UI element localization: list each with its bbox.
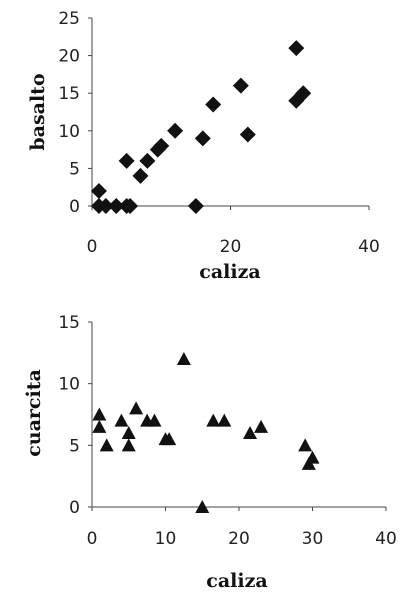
y-tick-label: 15 bbox=[58, 84, 80, 104]
diamond-data-point bbox=[232, 77, 249, 94]
triangle-data-point bbox=[162, 432, 177, 446]
x-tick-label: 20 bbox=[228, 529, 250, 549]
triangle-data-point bbox=[217, 413, 232, 427]
y-tick-label: 20 bbox=[58, 47, 80, 67]
diamond-data-point bbox=[97, 198, 114, 214]
x-tick-label: 40 bbox=[358, 237, 380, 257]
diamond-data-point bbox=[122, 198, 139, 214]
triangle-data-point bbox=[243, 426, 258, 439]
diamond-data-point bbox=[90, 182, 107, 199]
y-tick-label: 25 bbox=[58, 9, 80, 29]
diamond-data-point bbox=[194, 130, 211, 147]
y-tick-label: 5 bbox=[69, 436, 80, 456]
triangle-data-point bbox=[254, 419, 269, 433]
diamond-data-point bbox=[132, 167, 149, 184]
triangle-data-point bbox=[121, 438, 136, 452]
triangle-data-point bbox=[99, 438, 114, 452]
diamond-data-point bbox=[239, 126, 256, 143]
diamond-data-point bbox=[187, 198, 204, 214]
y-axis-label: cuarcita bbox=[23, 369, 45, 457]
y-tick-label: 0 bbox=[69, 197, 80, 217]
y-tick-label: 10 bbox=[58, 122, 80, 142]
x-tick-label: 0 bbox=[87, 529, 98, 549]
diamond-data-point bbox=[167, 122, 184, 139]
triangle-data-point bbox=[114, 413, 129, 427]
y-tick-label: 10 bbox=[58, 375, 80, 395]
triangle-data-point bbox=[195, 500, 210, 513]
scatter-plot-cuarcita: 0 5 10 15 0 10 20 30 40 caliza cuarcita bbox=[23, 313, 397, 592]
x-axis-label: caliza bbox=[199, 261, 260, 283]
diamond-data-point bbox=[139, 152, 156, 169]
diamond-data-point bbox=[153, 137, 170, 154]
triangle-data-point bbox=[298, 438, 313, 452]
diamond-data-point bbox=[108, 198, 125, 214]
triangle-data-point bbox=[92, 407, 107, 421]
x-tick-label: 30 bbox=[302, 529, 324, 549]
y-tick-label: 5 bbox=[69, 159, 80, 179]
triangle-data-point bbox=[92, 419, 107, 433]
triangle-data-point bbox=[176, 352, 191, 365]
y-tick-label: 0 bbox=[69, 498, 80, 518]
x-tick-label: 0 bbox=[87, 237, 98, 257]
scatter-plot-basalto: 0 5 10 15 20 25 0 20 40 caliza basalto bbox=[27, 9, 380, 283]
triangle-data-point bbox=[129, 401, 144, 415]
triangle-data-point bbox=[301, 456, 316, 470]
y-axis-label: basalto bbox=[27, 73, 49, 150]
x-tick-label: 10 bbox=[155, 529, 177, 549]
x-tick-label: 20 bbox=[220, 237, 242, 257]
triangle-data-point bbox=[206, 413, 221, 427]
triangle-data-point bbox=[121, 426, 136, 439]
y-tick-label: 15 bbox=[58, 313, 80, 333]
diamond-data-point bbox=[205, 96, 222, 113]
diamond-data-point bbox=[288, 40, 305, 57]
diamond-data-point bbox=[295, 85, 312, 102]
x-axis-label: caliza bbox=[206, 570, 267, 592]
x-tick-label: 40 bbox=[375, 529, 397, 549]
triangle-data-point bbox=[147, 413, 162, 427]
diamond-data-point bbox=[118, 152, 135, 169]
